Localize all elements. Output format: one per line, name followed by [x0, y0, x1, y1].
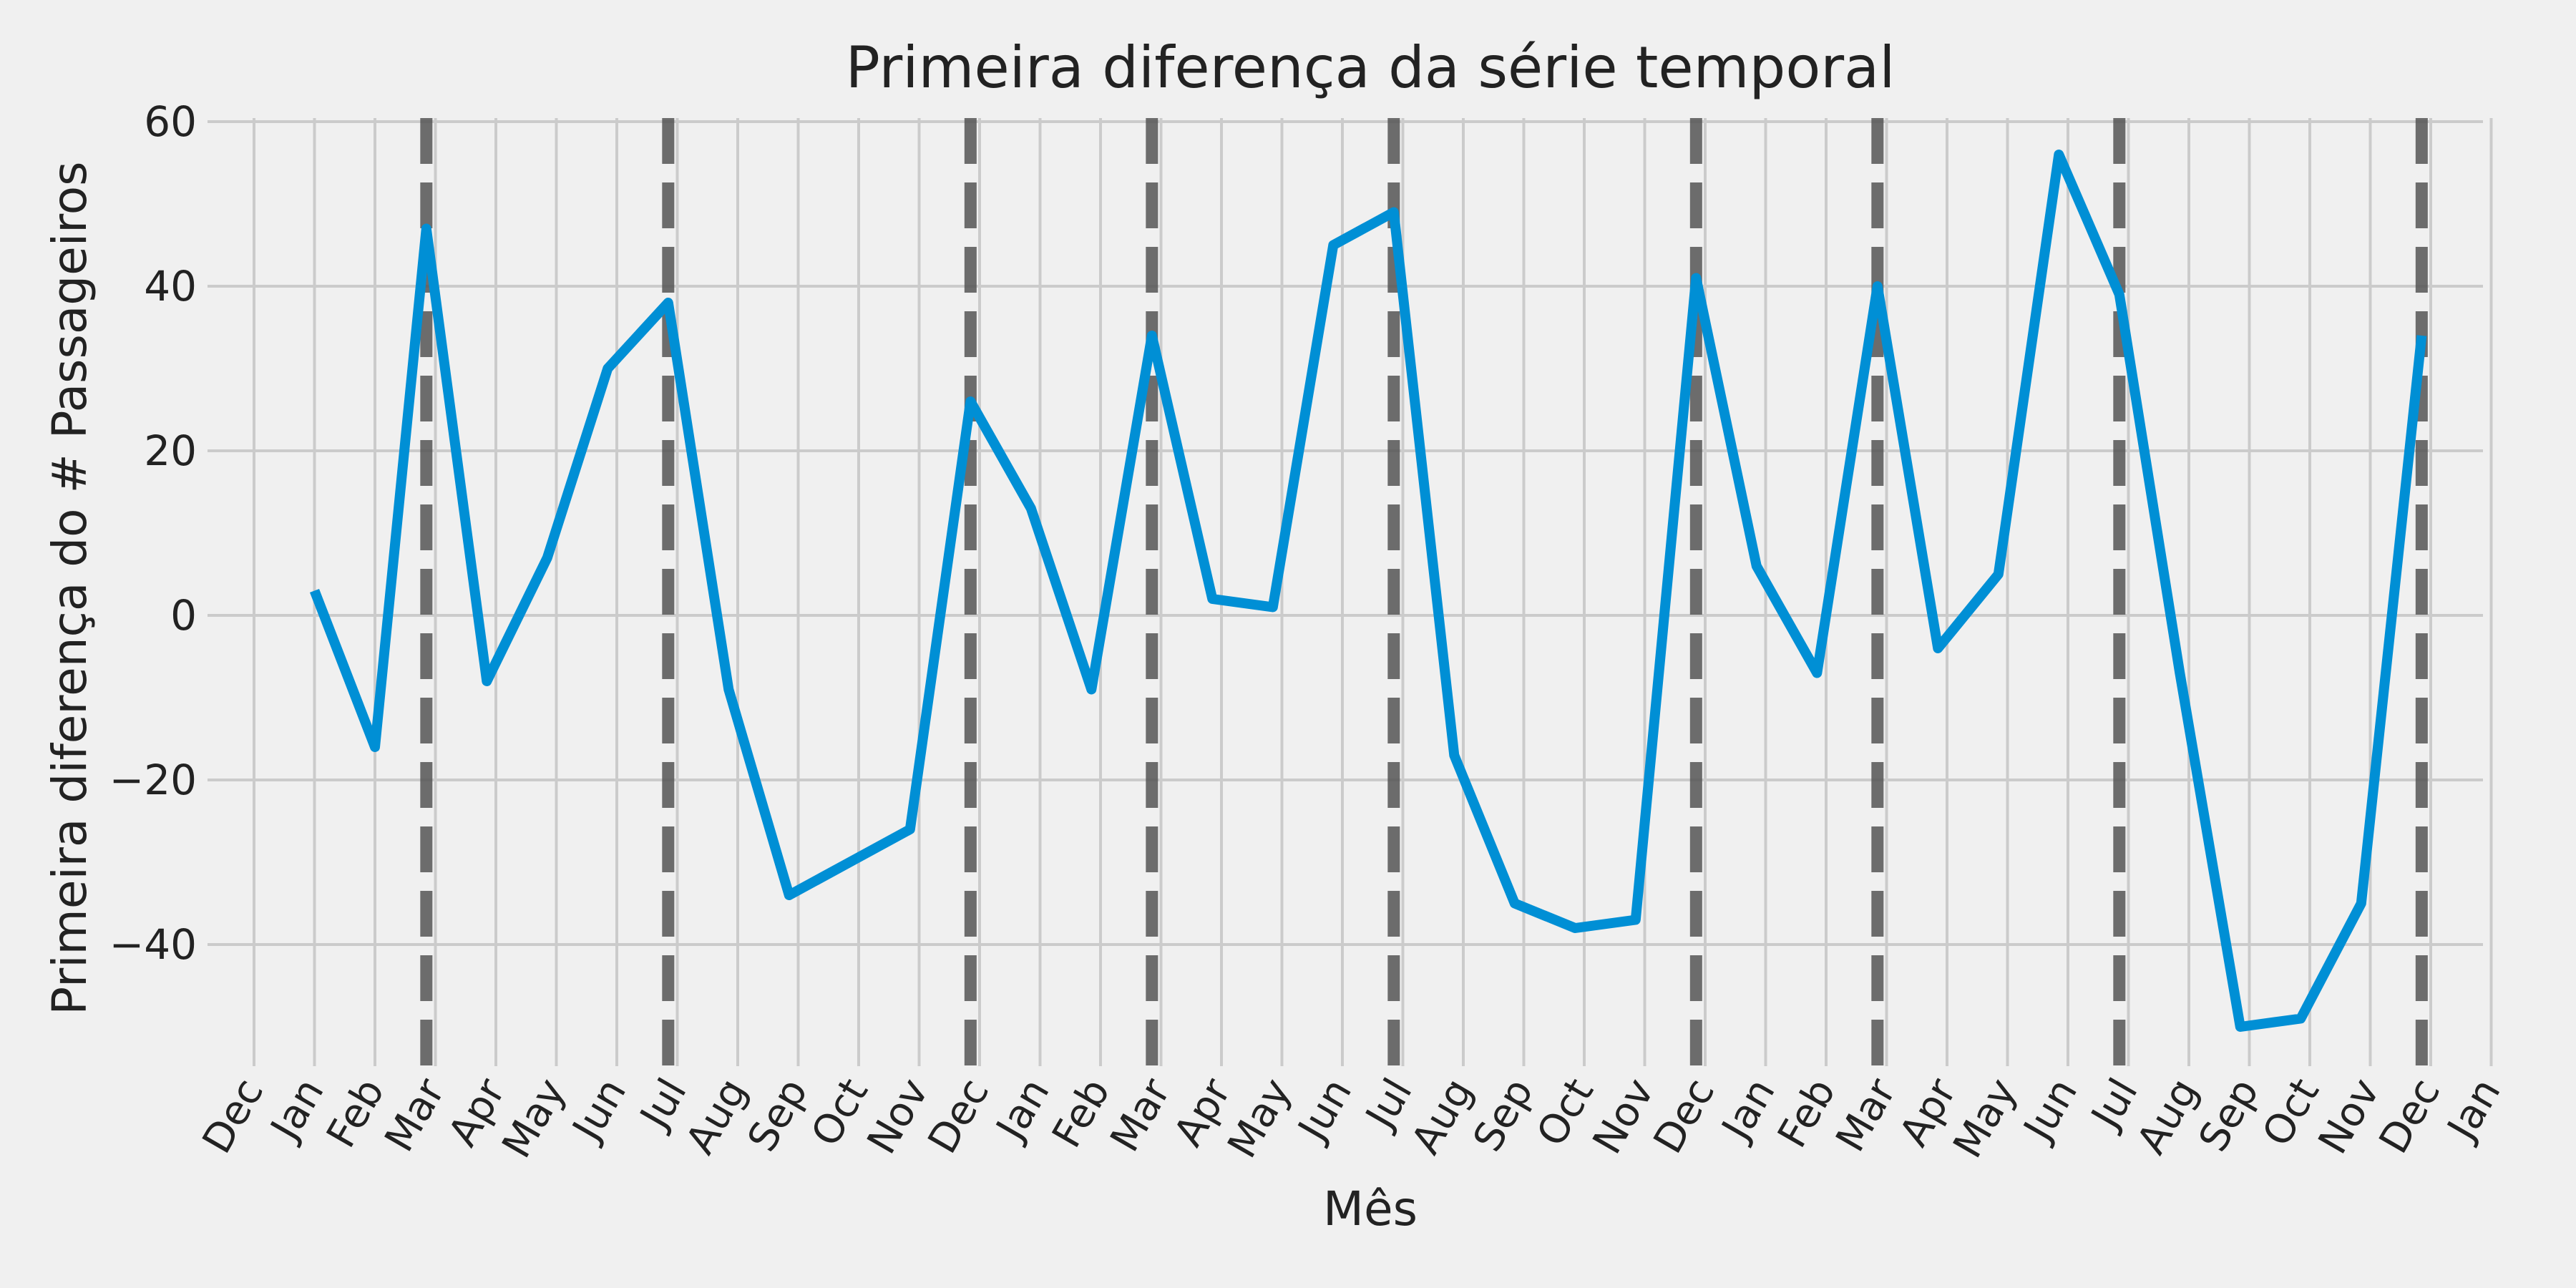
x-tick-label: Nov: [2310, 1071, 2389, 1162]
y-tick-label: −40: [109, 920, 197, 969]
x-tick-label: Aug: [1402, 1071, 1482, 1162]
data-point: [1332, 245, 1334, 246]
data-point: [2179, 673, 2180, 674]
data-point: [547, 557, 548, 559]
x-tick-label: Feb: [1043, 1071, 1119, 1156]
vertical-marker-lines: [420, 118, 2428, 1066]
data-point: [1816, 673, 1818, 674]
data-point: [909, 829, 911, 830]
x-tick-label: Jan: [1712, 1071, 1785, 1150]
data-point: [2240, 1026, 2241, 1028]
chart-title: Primeira diferença da série temporal: [846, 34, 1896, 101]
x-tick-label: Nov: [1584, 1071, 1664, 1162]
x-tick-label: May: [1219, 1071, 1300, 1166]
data-point: [2119, 294, 2120, 296]
x-axis-label: Mês: [1323, 1181, 1418, 1236]
x-tick-label: Mar: [1102, 1070, 1181, 1160]
data-point: [1635, 919, 1636, 921]
data-point: [668, 302, 669, 303]
x-tick-label: May: [493, 1071, 575, 1166]
data-point: [1574, 927, 1576, 929]
y-tick-labels: 60 40 20 0 −20 −40: [109, 97, 197, 969]
x-tick-label: Jan: [261, 1071, 333, 1150]
x-tick-label: Dec: [1645, 1071, 1724, 1161]
x-tick-label: Jan: [987, 1071, 1059, 1150]
x-tick-label: Sep: [2190, 1071, 2268, 1160]
data-point: [1877, 286, 1878, 287]
grid: [208, 118, 2493, 1066]
data-point: [728, 689, 729, 691]
y-tick-label: 0: [170, 591, 197, 640]
data-point: [374, 746, 376, 748]
data-point: [2361, 903, 2362, 904]
x-tick-label: Nov: [859, 1071, 938, 1162]
series-line: [309, 150, 2427, 1032]
x-tick-label: Sep: [1465, 1071, 1543, 1160]
x-tick-label: Sep: [739, 1071, 817, 1160]
x-tick-label: May: [1944, 1071, 2026, 1166]
data-point: [1393, 212, 1395, 213]
y-tick-label: 60: [144, 97, 197, 146]
data-point: [1514, 903, 1516, 904]
x-tick-label: Mar: [1828, 1070, 1906, 1160]
data-point: [1091, 689, 1092, 691]
data-point: [1453, 755, 1455, 756]
x-tick-labels: DecJanFebMarAprMayJunJulAugSepOctNovDecJ…: [194, 1070, 2510, 1166]
x-tick-label: Dec: [919, 1071, 998, 1161]
data-point: [1937, 648, 1938, 649]
x-tick-label: Dec: [2371, 1071, 2449, 1161]
data-point: [1695, 278, 1697, 279]
data-point: [1272, 607, 1274, 608]
data-point: [607, 368, 608, 369]
x-tick-label: Jan: [2438, 1071, 2510, 1150]
x-tick-label: Feb: [318, 1071, 394, 1156]
data-point: [1030, 508, 1032, 509]
data-point: [314, 590, 316, 592]
data-point: [2058, 154, 2059, 155]
data-point: [2421, 335, 2422, 336]
x-tick-label: Jun: [2014, 1071, 2087, 1151]
data-point: [426, 228, 427, 230]
y-tick-label: 40: [144, 262, 197, 311]
y-tick-label: 20: [144, 426, 197, 475]
y-tick-label: −20: [109, 756, 197, 804]
data-point: [1151, 335, 1153, 336]
data-point: [1756, 565, 1757, 567]
data-point: [1998, 574, 1999, 575]
data-point: [970, 401, 971, 402]
data-point: [2300, 1018, 2301, 1020]
x-tick-label: Aug: [2128, 1071, 2207, 1162]
series-group: [309, 150, 2427, 1032]
x-tick-label: Aug: [677, 1071, 756, 1162]
x-tick-label: Jun: [1289, 1071, 1362, 1151]
y-axis-label: Primeira diferença do # Passageiros: [42, 161, 97, 1015]
data-point: [849, 862, 850, 863]
data-point: [486, 680, 487, 682]
x-tick-label: Jun: [563, 1071, 636, 1151]
data-point: [1211, 598, 1213, 600]
x-tick-label: Dec: [194, 1071, 273, 1161]
x-tick-label: Mar: [376, 1070, 455, 1160]
data-point: [789, 894, 790, 896]
x-tick-label: Feb: [1769, 1071, 1845, 1156]
